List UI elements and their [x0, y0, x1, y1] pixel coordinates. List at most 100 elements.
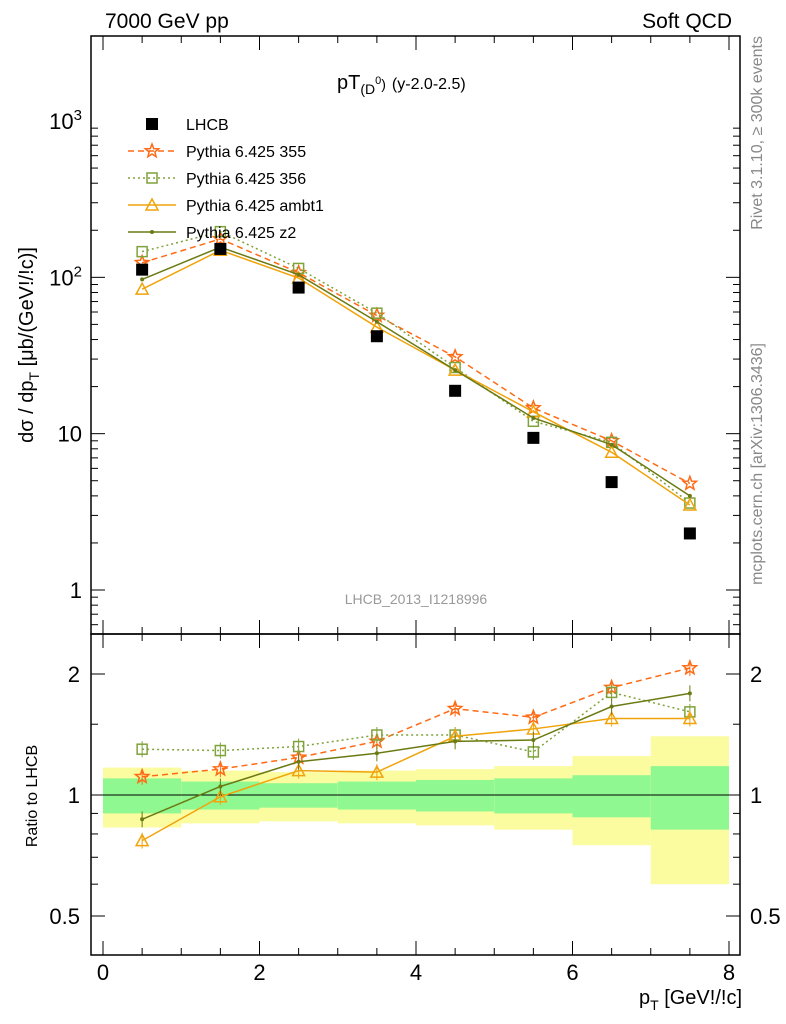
title-sup: 0	[375, 75, 381, 87]
mc-point	[531, 738, 536, 743]
ratio-y-axis-label: Ratio to LHCB	[24, 745, 41, 847]
header-left: 7000 GeV pp	[105, 10, 229, 33]
mc-point	[453, 739, 458, 744]
ratio-band-inner	[337, 781, 416, 810]
data-point	[146, 118, 158, 130]
mc-point	[682, 497, 698, 511]
mc-point	[150, 230, 154, 234]
mc-point	[374, 319, 379, 324]
x-tick-label: 2	[253, 960, 265, 985]
mc-point	[133, 767, 151, 785]
mc-point	[214, 744, 227, 757]
x-tick-label: 8	[723, 960, 735, 985]
mc-point	[524, 708, 542, 725]
series-pythia-6-425-z2	[140, 245, 692, 828]
ratio-tick-label-right: 1	[750, 783, 762, 808]
data-point	[605, 476, 618, 489]
mc-point	[213, 789, 228, 803]
mc-point	[134, 281, 150, 295]
mc-point	[453, 368, 458, 373]
mc-point	[296, 759, 301, 764]
legend-label: Pythia 6.425 ambt1	[186, 198, 324, 215]
mc-point	[681, 474, 699, 491]
legend-item: Pythia 6.425 355	[128, 141, 306, 161]
mcplots-label: mcplots.cern.ch [arXiv:1306.3436]	[749, 343, 766, 585]
y-axis-label: dσ / dpT [μb/(GeV!/!c)]	[16, 247, 42, 443]
series-line	[141, 246, 691, 497]
series-ratio-line	[141, 717, 690, 842]
mc-point	[144, 197, 160, 211]
title-main: pT	[337, 72, 360, 94]
mc-point	[605, 686, 618, 699]
legend-label: Pythia 6.425 355	[186, 144, 306, 161]
data-point	[370, 330, 383, 343]
data-point	[292, 281, 305, 294]
legend-item: Pythia 6.425 z2	[128, 225, 296, 242]
mc-point	[136, 743, 148, 755]
mc-point	[291, 763, 306, 777]
y-tick-label: 10	[58, 422, 82, 447]
mc-point	[687, 691, 692, 696]
data-point	[527, 431, 540, 444]
y-tick-label: 102	[49, 263, 82, 290]
mc-point	[687, 493, 692, 498]
mc-point	[681, 658, 699, 676]
data-point	[449, 384, 462, 397]
ratio-tick-label-left: 2	[68, 662, 80, 687]
series-line	[141, 249, 691, 506]
mc-point	[292, 740, 305, 753]
mc-point	[682, 710, 698, 725]
mc-point	[136, 245, 148, 258]
title-range: (y-2.0-2.5)	[392, 76, 466, 93]
x-tick-label: 4	[410, 960, 422, 985]
ratio-tick-label-left: 0.5	[49, 904, 80, 929]
mc-point	[531, 415, 536, 420]
data-point	[683, 527, 696, 540]
mc-point	[604, 710, 619, 725]
mc-point	[296, 272, 301, 277]
mc-point	[211, 759, 230, 777]
x-axis-label: pT [GeV!/!c]	[639, 987, 742, 1013]
mc-point	[134, 833, 150, 847]
series-line	[141, 238, 691, 485]
header-right: Soft QCD	[642, 10, 732, 33]
mc-point	[371, 307, 383, 319]
legend-item: LHCB	[146, 117, 229, 134]
y-tick-label: 103	[49, 107, 82, 134]
mc-point	[146, 172, 158, 184]
mc-point	[447, 362, 463, 376]
y-axis-label-text: dσ / dpT [μb/(GeV!/!c)]	[16, 247, 42, 443]
legend-item: Pythia 6.425 ambt1	[128, 197, 324, 215]
ratio-band-inner	[416, 779, 495, 812]
series-ratio-line	[142, 691, 691, 753]
legend-label: Pythia 6.425 356	[186, 171, 306, 188]
mc-point	[604, 444, 619, 459]
series-ratio-line	[142, 667, 691, 778]
rivet-label: Rivet 3.1.10, ≥ 300k events	[749, 36, 766, 230]
ratio-band-inner	[650, 766, 729, 830]
data-point	[136, 263, 149, 276]
legend-item: Pythia 6.425 356	[128, 171, 306, 188]
data-point	[214, 242, 227, 255]
mc-point	[140, 817, 145, 822]
mc-point	[140, 277, 145, 282]
series-pythia-6-425-355	[133, 229, 699, 785]
series-lhcb	[136, 242, 696, 540]
series-line	[141, 230, 691, 504]
ratio-tick-label-left: 1	[68, 783, 80, 808]
mc-point	[374, 751, 379, 756]
chart-title: pT(D0) (y-2.0-2.5)	[337, 72, 466, 97]
legend-label: Pythia 6.425 z2	[186, 225, 296, 242]
ratio-band-inner	[572, 775, 651, 818]
ratio-band-inner	[494, 778, 573, 814]
x-tick-label: 0	[97, 960, 109, 985]
mc-point	[609, 704, 614, 709]
mc-point	[369, 764, 385, 778]
y-tick-label: 1	[70, 578, 82, 603]
x-tick-label: 6	[566, 960, 578, 985]
mc-point	[446, 699, 464, 717]
x-axis-label-text: pT [GeV!/!c]	[639, 987, 742, 1013]
mc-point	[371, 729, 383, 741]
series-pythia-6-425-ambt1	[134, 242, 698, 849]
